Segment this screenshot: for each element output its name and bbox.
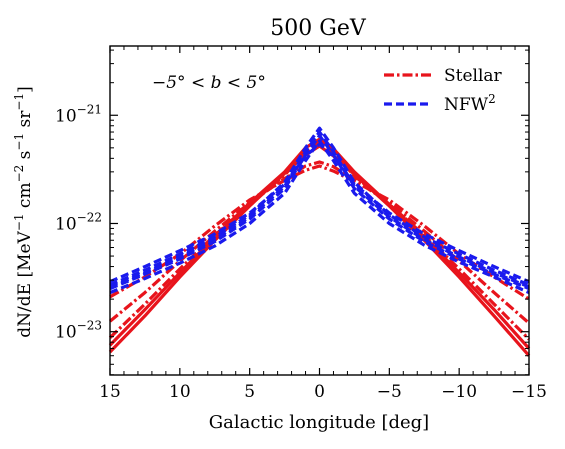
legend-label-nfw-sup: 2 (488, 92, 496, 106)
series-line-nfw-9 (109, 130, 530, 289)
x-tick-label: 0 (314, 382, 325, 402)
series-line-stellar-0 (108, 144, 531, 357)
chart-title: 500 GeV (270, 16, 367, 41)
series-line-stellar-3 (108, 160, 531, 325)
y-axis-label-exp-1: −1 (12, 213, 26, 231)
x-tick-label: 10 (169, 382, 191, 402)
y-axis-label-close: ] (15, 86, 35, 93)
y-tick-label: 10−21 (55, 102, 102, 126)
region-annotation: −5° < b < 5° (152, 73, 266, 93)
y-tick-label: 10−23 (55, 319, 102, 343)
series-line-stellar-2 (108, 140, 531, 341)
series-line-nfw-5 (109, 139, 530, 295)
y-axis-label-unit-3: sr (15, 110, 35, 133)
series-line-nfw-6 (109, 133, 530, 291)
y-axis-label-unit-2: s (15, 151, 35, 165)
x-tick-label: −10 (441, 382, 477, 402)
y-axis-label-exp-2: −2 (12, 165, 26, 183)
x-tick-label: −15 (511, 382, 547, 402)
y-axis-label-exp-4: −1 (12, 93, 26, 111)
legend-label-nfw: NFW2 (444, 92, 496, 115)
y-axis-label-exp-3: −1 (12, 133, 26, 151)
series-line-nfw-7 (109, 126, 530, 287)
y-axis-label-unit-1: cm (15, 182, 35, 213)
x-tick-label: 15 (99, 382, 121, 402)
legend: Stellar NFW2 (384, 66, 503, 115)
x-axis-label: Galactic longitude [deg] (209, 412, 429, 433)
ticks-layer: 15 10 5 0 −5 −10 −15 10−21 10−22 10−23 (55, 46, 547, 402)
x-tick-label: −5 (377, 382, 402, 402)
y-tick-label: 10−22 (55, 210, 102, 234)
y-axis-label-main: dN/dE [MeV (15, 230, 35, 337)
series-line-nfw-8 (109, 142, 530, 284)
series-layer (108, 126, 531, 357)
x-tick-label: 5 (244, 382, 255, 402)
legend-label-stellar: Stellar (444, 66, 503, 86)
y-axis-label: dN/dE [MeV−1 cm−2 s−1 sr−1] (12, 86, 35, 337)
legend-label-nfw-text: NFW (444, 95, 489, 115)
series-line-stellar-1 (108, 137, 531, 350)
